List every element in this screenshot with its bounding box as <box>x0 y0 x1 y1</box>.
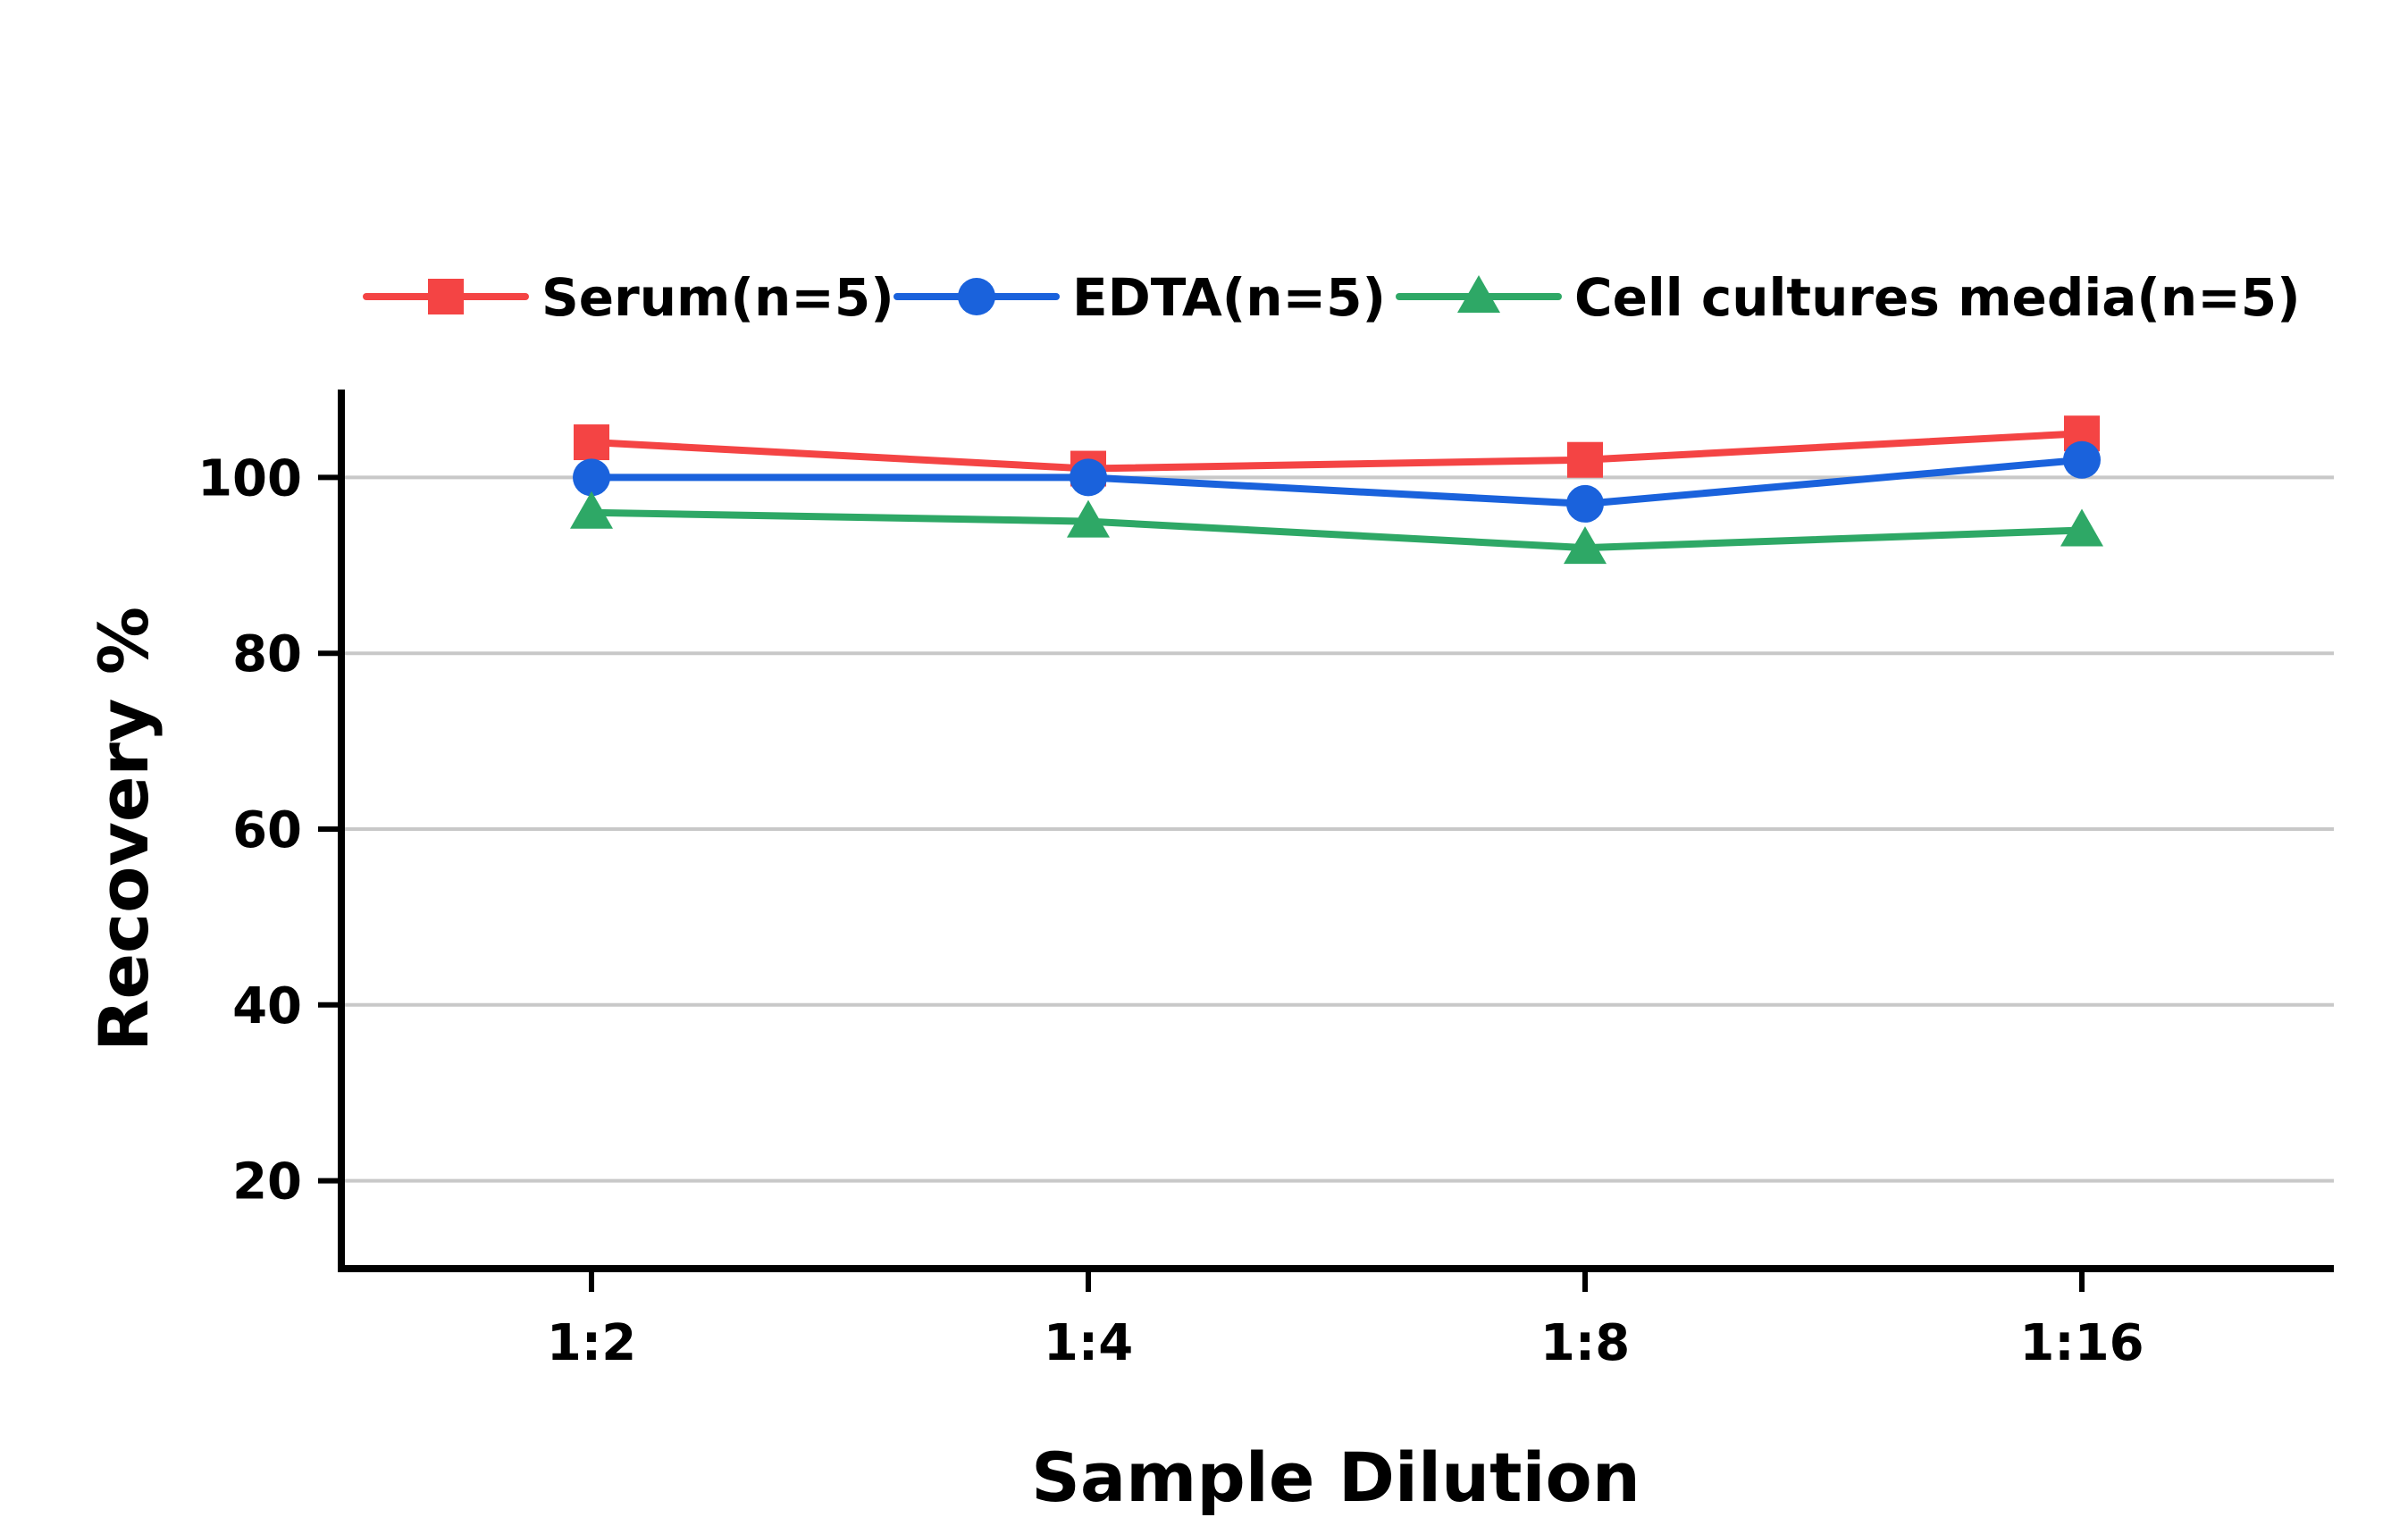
data-point-marker <box>570 490 613 529</box>
legend-item-0: Serum(n=5) <box>363 267 894 328</box>
legend-marker <box>1457 275 1500 313</box>
legend: Serum(n=5) EDTA(n=5) Cell cultures media(n… <box>363 267 2301 328</box>
data-point-marker <box>2060 508 2103 547</box>
legend-item-2: Cell cultures media(n=5) <box>1396 267 2301 328</box>
y-tick-label: 80 <box>232 625 302 683</box>
x-axis-ticks: 1:2 1:4 1:8 1:16 <box>547 1269 2144 1372</box>
x-axis-title: Sample Dilution <box>1031 1438 1640 1517</box>
data-point-marker <box>1564 526 1607 565</box>
legend-label: EDTA(n=5) <box>1072 267 1386 328</box>
y-tick-label: 100 <box>197 449 302 507</box>
data-point-marker <box>1067 499 1110 538</box>
y-axis-ticks: 20 40 60 80 100 <box>197 449 341 1211</box>
x-tick-label: 1:16 <box>2019 1314 2144 1372</box>
y-tick-label: 40 <box>232 977 302 1035</box>
data-point-marker <box>1567 441 1603 478</box>
data-point-marker <box>1070 458 1107 497</box>
legend-marker <box>428 279 464 314</box>
series-2 <box>570 490 2103 565</box>
y-axis-title: Recovery % <box>84 607 164 1052</box>
legend-label: Serum(n=5) <box>541 267 894 328</box>
legend-item-1: EDTA(n=5) <box>894 267 1386 328</box>
data-point-marker <box>1566 484 1604 523</box>
x-tick-label: 1:4 <box>1044 1314 1133 1372</box>
y-tick-label: 60 <box>232 801 302 859</box>
legend-label: Cell cultures media(n=5) <box>1574 267 2301 328</box>
series-layer <box>570 415 2103 565</box>
data-point-marker <box>574 424 609 461</box>
data-point-marker <box>573 458 610 497</box>
series-line <box>588 430 2085 473</box>
legend-marker <box>958 278 995 315</box>
series-1 <box>573 440 2101 523</box>
x-tick-label: 1:2 <box>547 1314 636 1372</box>
data-point-marker <box>2063 440 2101 479</box>
x-tick-label: 1:8 <box>1540 1314 1630 1372</box>
series-line <box>588 508 2085 552</box>
series-line <box>588 456 2085 507</box>
y-tick-label: 20 <box>232 1153 302 1211</box>
